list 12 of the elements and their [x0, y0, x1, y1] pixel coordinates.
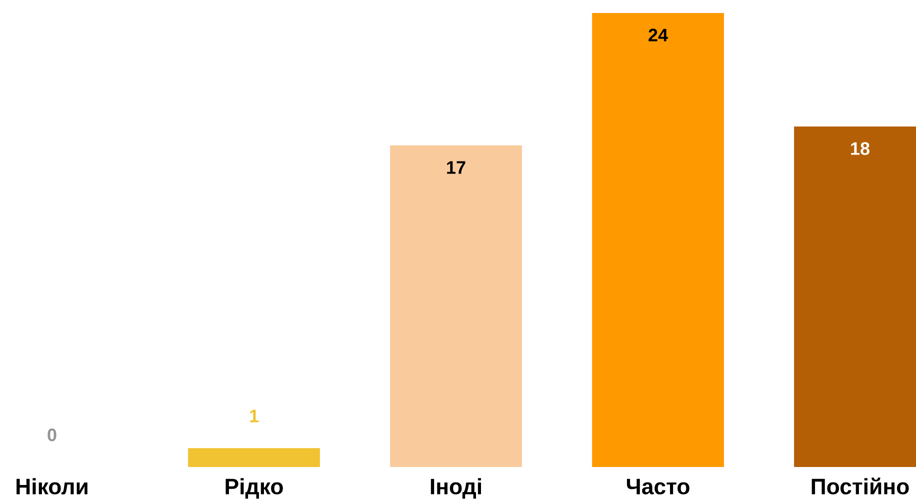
- data-label: 17: [447, 161, 466, 174]
- data-label: 0: [48, 428, 56, 442]
- x-tick-label: Рідко: [226, 478, 283, 499]
- x-tick-label: Іноді: [430, 478, 481, 499]
- x-tick-label: Часто: [626, 478, 690, 494]
- bar: [188, 448, 320, 467]
- data-label: 24: [648, 28, 668, 42]
- data-label: 1: [250, 410, 259, 422]
- x-tick-label: Постійно: [812, 478, 909, 494]
- bar: [390, 145, 522, 467]
- data-label: 18: [851, 142, 870, 155]
- x-tick-label: Ніколи: [16, 478, 88, 494]
